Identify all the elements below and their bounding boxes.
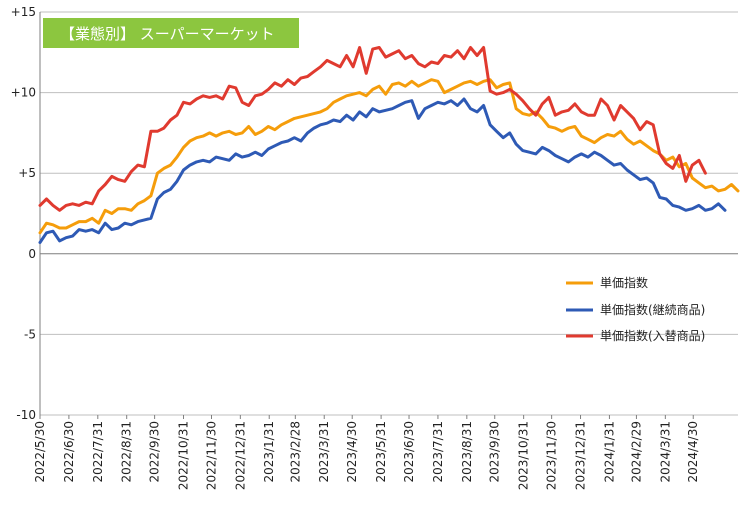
y-tick-label: -10	[16, 408, 36, 422]
series-line-2	[38, 97, 727, 244]
y-tick-label: +10	[11, 86, 36, 100]
series-line-3	[38, 46, 707, 212]
y-tick-label: +15	[11, 5, 36, 19]
x-tick-label: 2024/1/31	[602, 421, 616, 483]
x-tick-label: 2023/10/31	[517, 421, 531, 490]
x-tick-label: 2023/3/31	[317, 421, 331, 483]
title-badge: 【業態別】 スーパーマーケット	[43, 18, 299, 48]
legend-label: 単価指数	[600, 275, 648, 290]
y-axis: +15 +10 +5 0 -5 -10	[11, 5, 41, 422]
series-line-1	[38, 78, 740, 235]
x-tick-label: 2023/1/31	[262, 421, 276, 483]
x-tick-label: 2022/12/31	[233, 421, 247, 490]
x-tick-label: 2023/11/30	[545, 421, 559, 490]
x-tick-label: 2023/4/30	[345, 421, 359, 483]
x-tick-label: 2023/6/30	[402, 421, 416, 483]
x-tick-label: 2023/5/31	[374, 421, 388, 483]
x-tick-label: 2022/9/30	[148, 421, 162, 483]
series-lines	[38, 46, 740, 244]
y-tick-label: +5	[18, 166, 36, 180]
x-tick-label: 2022/8/31	[120, 421, 134, 483]
x-tick-label: 2022/11/30	[204, 421, 218, 490]
x-tick-label: 2024/2/29	[629, 421, 643, 483]
x-tick-label: 2022/10/31	[177, 421, 191, 490]
y-tick-label: -5	[24, 327, 36, 341]
legend-label: 単価指数(継続商品)	[600, 302, 705, 317]
legend-label: 単価指数(入替商品)	[600, 328, 705, 343]
title-badge-background	[43, 18, 299, 48]
x-tick-label: 2022/5/30	[33, 421, 47, 483]
x-tick-label: 2023/9/30	[488, 421, 502, 483]
x-axis: 2022/5/30 2022/6/30 2022/7/31 2022/8/31 2022…	[33, 415, 700, 490]
y-tick-label: 0	[28, 247, 36, 261]
x-tick-label: 2024/4/30	[686, 421, 700, 483]
x-tick-label: 2023/7/31	[431, 421, 445, 483]
chart-title: 【業態別】 スーパーマーケット	[60, 25, 275, 43]
x-tick-label: 2024/3/31	[658, 421, 672, 483]
x-tick-label: 2023/2/28	[288, 421, 302, 483]
x-tick-label: 2022/6/30	[62, 421, 76, 483]
x-tick-label: 2023/8/31	[460, 421, 474, 483]
x-tick-label: 2022/7/31	[91, 421, 105, 483]
x-tick-label: 2023/12/31	[574, 421, 588, 490]
gridlines	[40, 11, 738, 416]
